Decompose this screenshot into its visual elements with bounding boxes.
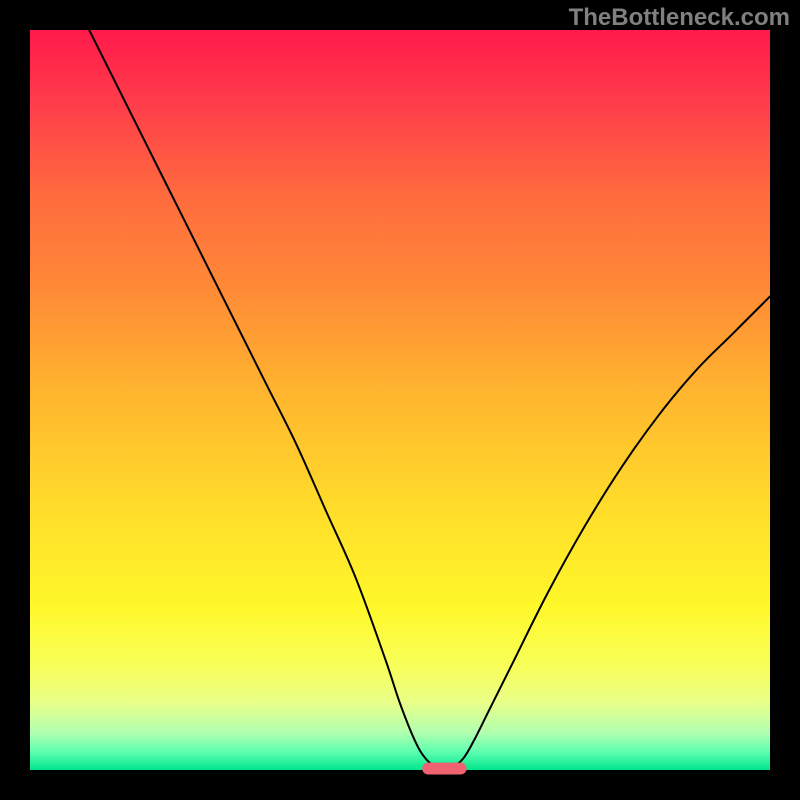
attribution-label: TheBottleneck.com xyxy=(569,4,790,32)
chart-container: TheBottleneck.com xyxy=(0,0,800,800)
optimal-marker xyxy=(422,763,466,775)
bottleneck-chart xyxy=(0,0,800,800)
